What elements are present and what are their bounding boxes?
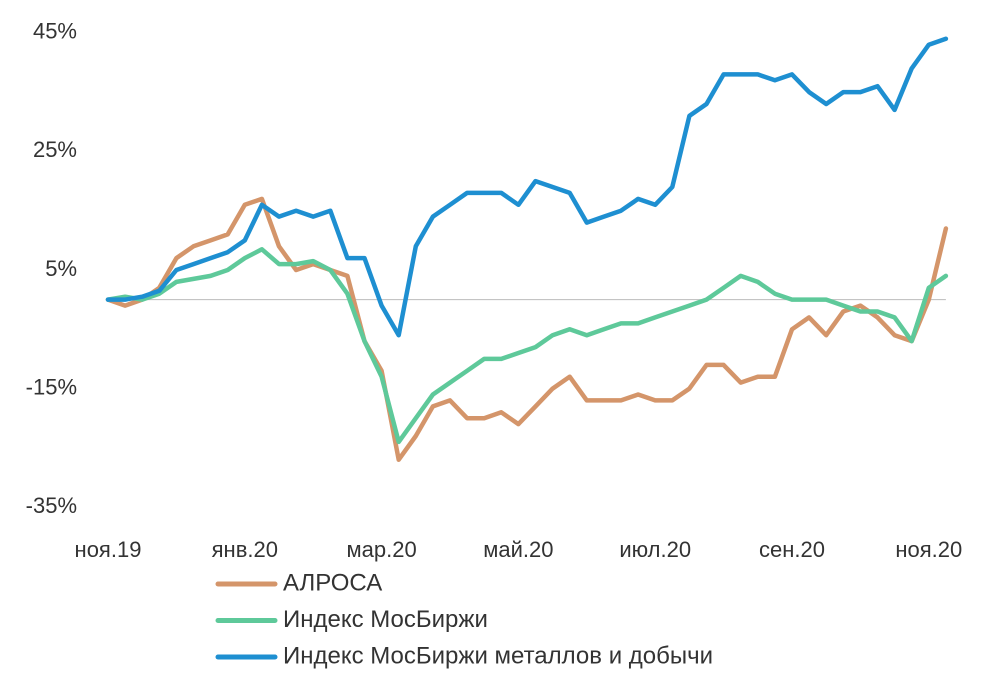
legend-label: АЛРОСА — [283, 569, 382, 596]
x-tick-label: мар.20 — [347, 537, 417, 562]
y-tick-label: 25% — [33, 137, 77, 162]
y-tick-label: -15% — [26, 374, 77, 399]
y-tick-label: 45% — [33, 19, 77, 44]
series-line — [105, 36, 949, 338]
x-tick-label: ноя.19 — [75, 537, 142, 562]
legend-label: Индекс МосБиржи — [283, 606, 488, 633]
x-tick-label: сен.20 — [759, 537, 825, 562]
x-tick-label: янв.20 — [212, 537, 278, 562]
legend-label: Индекс МосБиржи металлов и добычи — [283, 642, 713, 669]
x-tick-label: май.20 — [483, 537, 553, 562]
x-tick-label: ноя.20 — [895, 537, 962, 562]
y-tick-label: -35% — [26, 493, 77, 518]
series-line — [105, 247, 949, 445]
y-tick-label: 5% — [45, 256, 77, 281]
x-tick-label: июл.20 — [619, 537, 691, 562]
series-line — [105, 196, 949, 462]
